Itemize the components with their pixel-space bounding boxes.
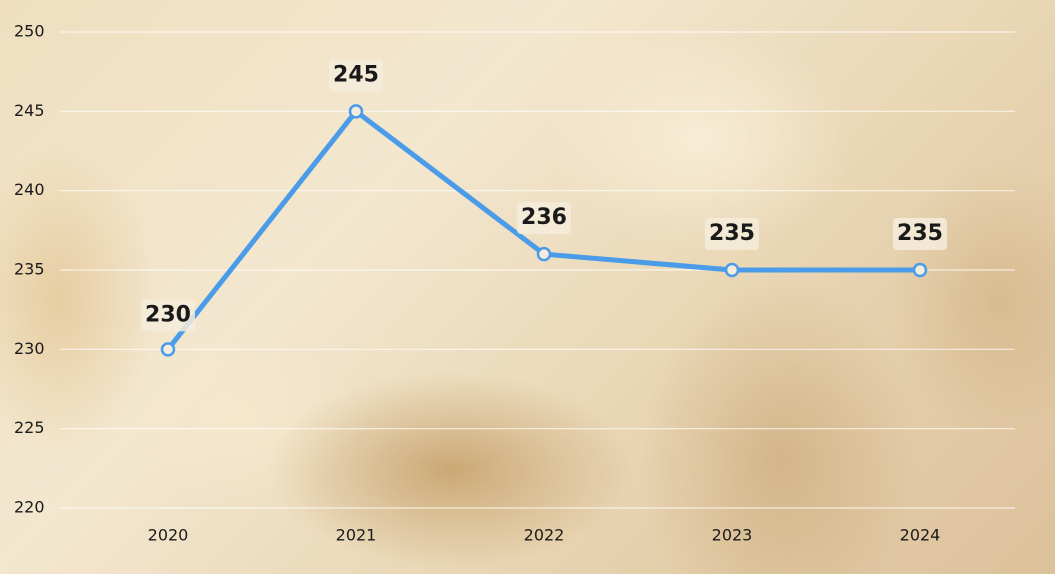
data-label-bg bbox=[517, 202, 571, 235]
data-point bbox=[160, 342, 176, 357]
x-tick-label: 2023 bbox=[712, 526, 753, 545]
data-point bbox=[348, 104, 364, 119]
x-tick-label: 2024 bbox=[900, 526, 941, 545]
data-label-bg bbox=[329, 59, 383, 92]
data-label: 236 bbox=[521, 205, 567, 230]
y-tick-label: 250 bbox=[14, 22, 45, 41]
y-tick-label: 235 bbox=[14, 260, 45, 279]
x-tick-label: 2021 bbox=[336, 526, 377, 545]
y-tick-label: 245 bbox=[14, 101, 45, 120]
data-point bbox=[724, 262, 740, 278]
data-label-bg bbox=[141, 299, 195, 332]
y-tick-label: 225 bbox=[14, 418, 45, 437]
data-label-bg bbox=[705, 218, 759, 250]
data-point bbox=[912, 262, 928, 278]
data-label: 245 bbox=[333, 62, 379, 87]
data-label: 230 bbox=[145, 302, 191, 327]
y-tick-label: 230 bbox=[14, 339, 45, 358]
data-label: 235 bbox=[709, 221, 755, 246]
x-tick-label: 2020 bbox=[148, 526, 189, 545]
x-tick-label: 2022 bbox=[524, 526, 565, 545]
y-tick-label: 220 bbox=[14, 498, 45, 517]
data-point bbox=[536, 246, 552, 262]
data-label-bg bbox=[893, 218, 947, 250]
data-label: 235 bbox=[897, 221, 943, 246]
y-tick-label: 240 bbox=[14, 180, 45, 199]
